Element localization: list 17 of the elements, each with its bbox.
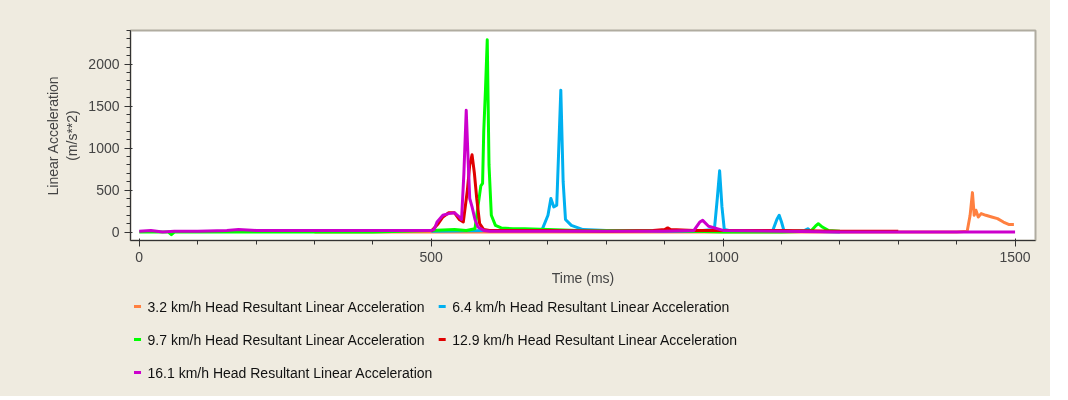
y-axis-title: Linear Acceleration (m/s**2) [45, 76, 81, 196]
legend-label: 6.4 km/h Head Resultant Linear Acceleration [452, 298, 730, 315]
y-tick-label: 1000 [88, 140, 120, 157]
legend-label: 3.2 km/h Head Resultant Linear Acceleration [147, 298, 425, 315]
legend-label: 12.9 km/h Head Resultant Linear Acceleration [452, 331, 738, 348]
y-tick-label: 2000 [88, 56, 120, 73]
y-tick-label: 0 [111, 224, 120, 241]
line-series [137, 108, 1017, 234]
x-tick-label: 500 [419, 248, 444, 265]
legend-label: 16.1 km/h Head Resultant Linear Acceleration [147, 364, 433, 381]
y-tick-label: 1500 [88, 98, 120, 115]
x-tick-label: 1000 [707, 248, 739, 265]
x-tick-label: 1500 [999, 248, 1031, 265]
legend-label: 9.7 km/h Head Resultant Linear Acceleration [147, 331, 425, 348]
x-axis-title: Time (ms) [551, 269, 615, 286]
y-tick-label: 500 [96, 182, 120, 199]
x-tick-label: 0 [135, 248, 144, 265]
